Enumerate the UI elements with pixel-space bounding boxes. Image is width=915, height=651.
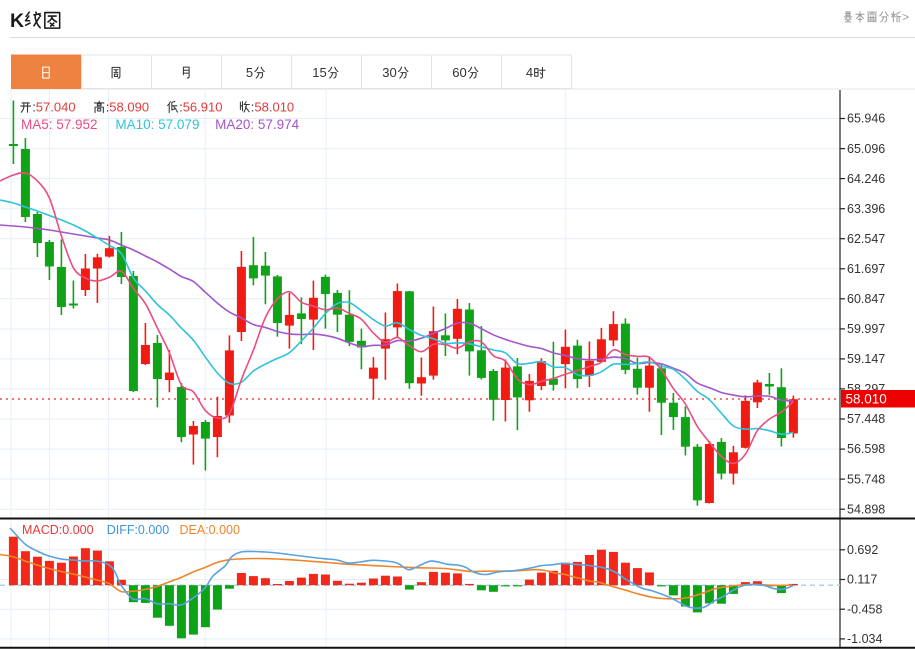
svg-text:DIFF:0.000: DIFF:0.000 bbox=[107, 523, 170, 537]
svg-text:56.598: 56.598 bbox=[847, 442, 885, 456]
svg-text:4: 4 bbox=[526, 65, 533, 80]
svg-text:MA5: 57.952: MA5: 57.952 bbox=[21, 117, 98, 132]
svg-text:61.697: 61.697 bbox=[847, 262, 885, 276]
svg-text:56.910: 56.910 bbox=[183, 100, 223, 115]
svg-text:DEA:0.000: DEA:0.000 bbox=[180, 523, 241, 537]
svg-text:59.997: 59.997 bbox=[847, 322, 885, 336]
svg-text:54.898: 54.898 bbox=[847, 502, 885, 516]
svg-text:60.847: 60.847 bbox=[847, 292, 885, 306]
svg-text:>: > bbox=[902, 10, 909, 24]
svg-text:63.396: 63.396 bbox=[847, 202, 885, 216]
svg-text::: : bbox=[179, 100, 183, 115]
svg-text:5: 5 bbox=[246, 65, 253, 80]
svg-text:MA20: 57.974: MA20: 57.974 bbox=[215, 117, 300, 132]
svg-text:55.748: 55.748 bbox=[847, 472, 885, 486]
svg-text:15: 15 bbox=[312, 65, 326, 80]
svg-text:60: 60 bbox=[452, 65, 466, 80]
svg-text:62.547: 62.547 bbox=[847, 232, 885, 246]
svg-text:MA10: 57.079: MA10: 57.079 bbox=[115, 117, 199, 132]
svg-text::: : bbox=[32, 100, 36, 115]
svg-text:30: 30 bbox=[382, 65, 396, 80]
svg-text:65.096: 65.096 bbox=[847, 142, 885, 156]
svg-text:-1.034: -1.034 bbox=[847, 632, 882, 646]
svg-text:58.090: 58.090 bbox=[109, 100, 149, 115]
svg-text:58.010: 58.010 bbox=[254, 100, 294, 115]
svg-text:59.147: 59.147 bbox=[847, 352, 885, 366]
svg-text:-0.458: -0.458 bbox=[847, 602, 882, 616]
svg-text:64.246: 64.246 bbox=[847, 172, 885, 186]
svg-text:65.946: 65.946 bbox=[847, 112, 885, 126]
svg-text:0.117: 0.117 bbox=[847, 573, 877, 587]
svg-text:K: K bbox=[10, 10, 24, 32]
svg-text:0.692: 0.692 bbox=[847, 543, 878, 557]
svg-text::: : bbox=[251, 100, 255, 115]
svg-text:57.040: 57.040 bbox=[36, 100, 76, 115]
svg-text:57.448: 57.448 bbox=[847, 412, 885, 426]
svg-text:MACD:0.000: MACD:0.000 bbox=[22, 523, 94, 537]
svg-text:58.010: 58.010 bbox=[846, 392, 887, 407]
svg-text::: : bbox=[106, 100, 110, 115]
